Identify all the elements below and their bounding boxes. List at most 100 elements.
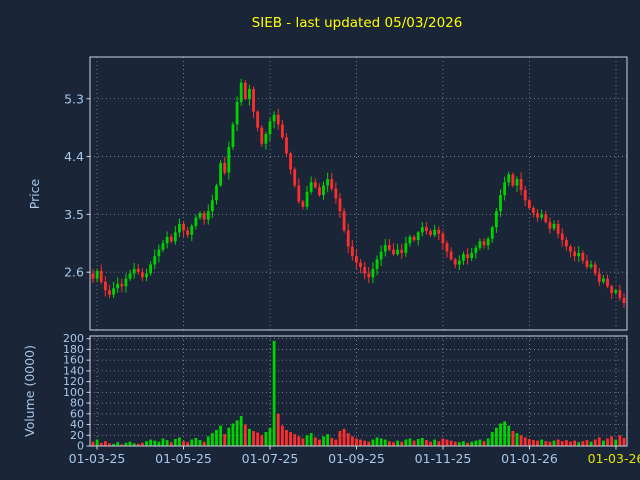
volume-bar [433, 439, 437, 446]
volume-bar [173, 439, 177, 446]
volume-bar [396, 440, 400, 446]
volume-y-tick-label: 0 [77, 440, 84, 453]
candle-body [379, 251, 383, 260]
candle-body [478, 241, 482, 248]
volume-bar [482, 441, 486, 446]
candle-body [511, 174, 515, 186]
volume-bar [494, 427, 498, 446]
volume-bar [190, 439, 194, 446]
candle-body [103, 281, 107, 291]
volume-bar [387, 441, 391, 446]
volume-bar [420, 437, 424, 446]
volume-bar [474, 440, 478, 446]
candle-body [91, 273, 95, 279]
volume-y-tick-label: 60 [70, 407, 84, 420]
candle-body [157, 249, 161, 257]
candle-body [239, 82, 243, 102]
candlesticks-and-volume-series [91, 78, 626, 446]
volume-bar [355, 438, 358, 446]
volume-bar [149, 439, 153, 446]
volume-bar [544, 441, 548, 446]
volume-bar [215, 429, 218, 446]
candle-body [507, 174, 511, 183]
candle-body [556, 224, 560, 234]
candle-body [581, 252, 585, 261]
volume-bar [490, 432, 494, 446]
candle-body [449, 251, 453, 260]
volume-bar [140, 442, 144, 446]
volume-bar [326, 434, 330, 446]
volume-bar [470, 441, 474, 446]
volume-bar [260, 435, 264, 446]
volume-bar [499, 423, 502, 446]
candle-body [326, 179, 330, 186]
candle-body [140, 272, 144, 278]
candle-body [173, 232, 177, 242]
volume-bar [560, 441, 564, 446]
volume-bar [412, 440, 416, 446]
candle-body [128, 273, 132, 279]
volume-bar [462, 441, 465, 446]
volume-bar [548, 441, 552, 446]
volume-bar [182, 441, 185, 446]
gridlines [90, 57, 627, 447]
volume-bar [379, 438, 383, 446]
volume-bar [95, 439, 99, 446]
volume-bar [392, 442, 395, 446]
candle-body [503, 182, 507, 196]
volume-bar [569, 441, 572, 446]
volume-bar [317, 439, 321, 446]
volume-bar [400, 441, 404, 446]
x-tick-label: 01-03-25 [69, 451, 126, 466]
volume-bar [235, 420, 239, 446]
volume-bar [161, 438, 165, 446]
candle-body [309, 182, 313, 192]
candle-body [494, 211, 498, 228]
candle-body [256, 111, 260, 128]
volume-bar [527, 439, 531, 446]
volume-bar [540, 439, 544, 446]
volume-bar [289, 432, 292, 446]
volume-bar [264, 432, 268, 446]
candle-body [297, 185, 301, 202]
volume-bar [91, 441, 95, 446]
candle-body [260, 127, 264, 144]
volume-bar [202, 441, 206, 446]
candle-body [108, 290, 111, 295]
candle-body [614, 290, 618, 293]
volume-bar [486, 438, 490, 446]
volume-bar [577, 442, 581, 446]
candle-body [577, 252, 581, 257]
candle-body [610, 286, 614, 293]
candle-body [441, 233, 445, 244]
candle-body [363, 267, 367, 274]
candle-body [593, 264, 597, 274]
candle-body [264, 134, 268, 144]
candle-body [95, 270, 99, 279]
volume-bar [136, 443, 140, 446]
volume-bar [178, 437, 181, 446]
volume-bar [556, 439, 560, 446]
volume-bar [371, 439, 375, 446]
volume-plot-border [89, 335, 628, 447]
candle-body [322, 185, 325, 196]
candle-body [276, 114, 280, 125]
volume-bar [297, 436, 301, 446]
candle-body [412, 236, 416, 241]
volume-bar [466, 442, 469, 446]
volume-bar [457, 442, 461, 446]
volume-bar [449, 440, 453, 446]
candle-body [416, 232, 420, 241]
candle-body [527, 200, 531, 208]
volume-y-tick-label: 180 [63, 343, 84, 356]
candle-body [182, 224, 185, 231]
volume-y-tick-label: 140 [63, 364, 84, 377]
candle-body [420, 227, 424, 233]
volume-y-tick-label: 100 [63, 386, 84, 399]
candle-body [371, 268, 375, 278]
candle-body [359, 262, 362, 268]
volume-bar [219, 425, 223, 446]
candle-body [186, 230, 190, 235]
volume-bar [359, 439, 362, 446]
